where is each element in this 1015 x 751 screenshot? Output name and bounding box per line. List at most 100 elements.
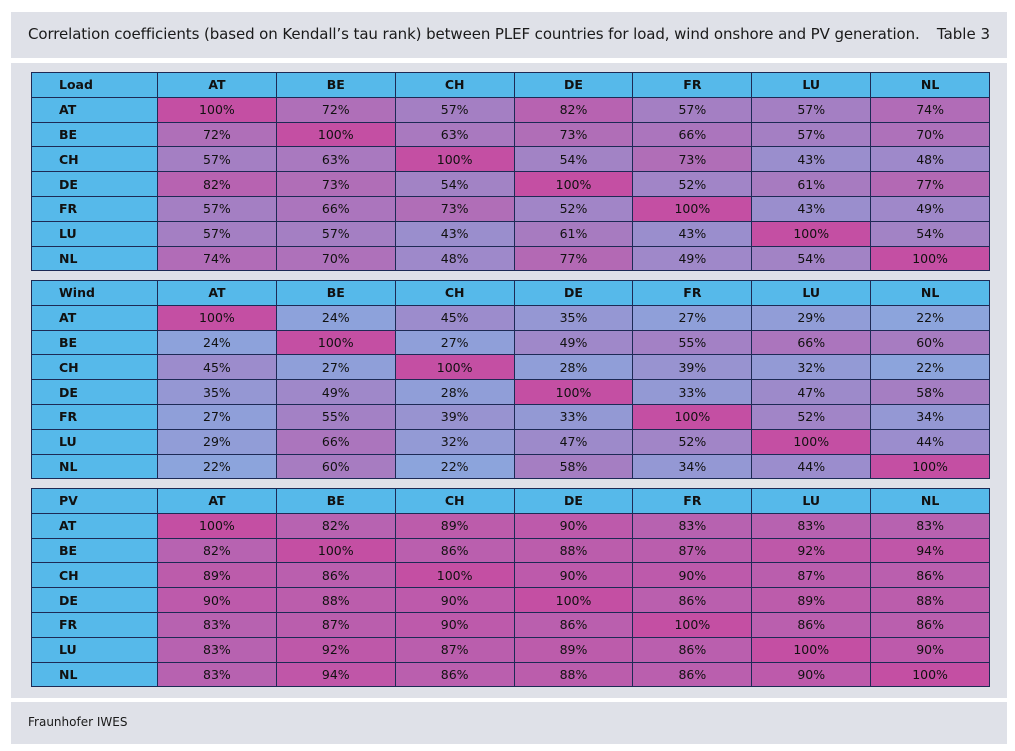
column-header: LU bbox=[751, 488, 872, 514]
correlation-cell: 77% bbox=[513, 245, 634, 272]
column-header: BE bbox=[275, 488, 396, 514]
correlation-cell: 57% bbox=[157, 195, 277, 222]
table-row: LU 83% 92% 87% 89% 86% 100% 90% bbox=[31, 636, 991, 663]
correlation-cell: 83% bbox=[157, 636, 277, 663]
correlation-cell: 57% bbox=[751, 121, 872, 148]
correlation-cell: 94% bbox=[275, 661, 396, 688]
column-header: CH bbox=[394, 488, 515, 514]
correlation-cell: 82% bbox=[513, 96, 634, 123]
correlation-cell: 61% bbox=[751, 171, 872, 197]
correlation-cell: 70% bbox=[870, 121, 991, 148]
column-header: CH bbox=[394, 72, 515, 98]
table-row: FR 57% 66% 73% 52% 100% 43% 49% bbox=[31, 195, 991, 222]
correlation-cell: 55% bbox=[632, 329, 753, 356]
table-row: CH 45% 27% 100% 28% 39% 32% 22% bbox=[31, 354, 991, 381]
row-header: LU bbox=[31, 428, 158, 455]
correlation-cell: 74% bbox=[157, 245, 277, 272]
row-header: LU bbox=[31, 220, 158, 247]
column-header: DE bbox=[513, 72, 634, 98]
table-row: CH 57% 63% 100% 54% 73% 43% 48% bbox=[31, 146, 991, 173]
correlation-cell: 100% bbox=[275, 121, 396, 148]
correlation-cell: 73% bbox=[394, 195, 515, 222]
row-header: DE bbox=[31, 379, 158, 405]
correlation-cell: 72% bbox=[275, 96, 396, 123]
correlation-cell: 43% bbox=[394, 220, 515, 247]
correlation-cell: 33% bbox=[513, 403, 634, 430]
correlation-cell: 87% bbox=[394, 636, 515, 663]
column-header: BE bbox=[275, 72, 396, 98]
source-credit: Fraunhofer IWES bbox=[28, 715, 128, 729]
correlation-cell: 32% bbox=[751, 354, 872, 381]
column-header: CH bbox=[394, 280, 515, 306]
correlation-cell: 54% bbox=[513, 146, 634, 173]
correlation-cell: 22% bbox=[157, 453, 277, 480]
correlation-cell: 88% bbox=[275, 587, 396, 613]
correlation-cell: 86% bbox=[394, 661, 515, 688]
correlation-cell: 52% bbox=[513, 195, 634, 222]
header-row: Load AT BE CH DE FR LU NL bbox=[31, 72, 991, 98]
correlation-cell: 100% bbox=[751, 636, 872, 663]
correlation-cell: 47% bbox=[513, 428, 634, 455]
correlation-cell: 63% bbox=[275, 146, 396, 173]
correlation-cell: 58% bbox=[870, 379, 991, 405]
correlation-cell: 100% bbox=[394, 354, 515, 381]
correlation-cell: 90% bbox=[751, 661, 872, 688]
header-row: PV AT BE CH DE FR LU NL bbox=[31, 488, 991, 514]
table-row: BE 82% 100% 86% 88% 87% 92% 94% bbox=[31, 537, 991, 564]
correlation-cell: 86% bbox=[394, 537, 515, 564]
correlation-cell: 88% bbox=[870, 587, 991, 613]
table-row: AT 100% 82% 89% 90% 83% 83% 83% bbox=[31, 512, 991, 539]
correlation-cell: 66% bbox=[751, 329, 872, 356]
correlation-cell: 54% bbox=[870, 220, 991, 247]
correlation-cell: 86% bbox=[870, 611, 991, 638]
correlation-cell: 92% bbox=[751, 537, 872, 564]
correlation-cell: 100% bbox=[157, 512, 277, 539]
table-row: LU 29% 66% 32% 47% 52% 100% 44% bbox=[31, 428, 991, 455]
correlation-cell: 49% bbox=[870, 195, 991, 222]
correlation-cell: 52% bbox=[632, 428, 753, 455]
table-row: NL 83% 94% 86% 88% 86% 90% 100% bbox=[31, 661, 991, 688]
correlation-cell: 82% bbox=[157, 537, 277, 564]
correlation-cell: 100% bbox=[394, 562, 515, 589]
correlation-cell: 43% bbox=[751, 146, 872, 173]
correlation-cell: 66% bbox=[275, 195, 396, 222]
correlation-cell: 90% bbox=[394, 611, 515, 638]
correlation-cell: 44% bbox=[751, 453, 872, 480]
column-header: NL bbox=[870, 72, 991, 98]
correlation-cell: 70% bbox=[275, 245, 396, 272]
correlation-cell: 28% bbox=[394, 379, 515, 405]
correlation-cell: 90% bbox=[157, 587, 277, 613]
row-header: AT bbox=[31, 304, 158, 331]
correlation-cell: 100% bbox=[513, 171, 634, 197]
correlation-cell: 100% bbox=[632, 611, 753, 638]
row-header: NL bbox=[31, 661, 158, 688]
correlation-cell: 57% bbox=[157, 146, 277, 173]
correlation-cell: 73% bbox=[275, 171, 396, 197]
correlation-cell: 77% bbox=[870, 171, 991, 197]
correlation-cell: 83% bbox=[632, 512, 753, 539]
correlation-cell: 90% bbox=[513, 512, 634, 539]
correlation-cell: 27% bbox=[275, 354, 396, 381]
correlation-cell: 49% bbox=[513, 329, 634, 356]
table-row: NL 22% 60% 22% 58% 34% 44% 100% bbox=[31, 453, 991, 480]
table-label: Wind bbox=[31, 280, 158, 306]
correlation-cell: 72% bbox=[157, 121, 277, 148]
table-row: DE 82% 73% 54% 100% 52% 61% 77% bbox=[31, 171, 991, 197]
correlation-cell: 86% bbox=[751, 611, 872, 638]
table-row: CH 89% 86% 100% 90% 90% 87% 86% bbox=[31, 562, 991, 589]
correlation-cell: 100% bbox=[157, 304, 277, 331]
column-header: DE bbox=[513, 280, 634, 306]
column-header: FR bbox=[632, 488, 753, 514]
correlation-cell: 45% bbox=[394, 304, 515, 331]
correlation-cell: 100% bbox=[157, 96, 277, 123]
correlation-cell: 52% bbox=[751, 403, 872, 430]
correlation-cell: 89% bbox=[157, 562, 277, 589]
correlation-cell: 47% bbox=[751, 379, 872, 405]
correlation-cell: 87% bbox=[632, 537, 753, 564]
row-header: CH bbox=[31, 354, 158, 381]
correlation-cell: 27% bbox=[632, 304, 753, 331]
column-header: LU bbox=[751, 72, 872, 98]
correlation-cell: 86% bbox=[632, 636, 753, 663]
correlation-cell: 83% bbox=[751, 512, 872, 539]
correlation-cell: 100% bbox=[513, 587, 634, 613]
